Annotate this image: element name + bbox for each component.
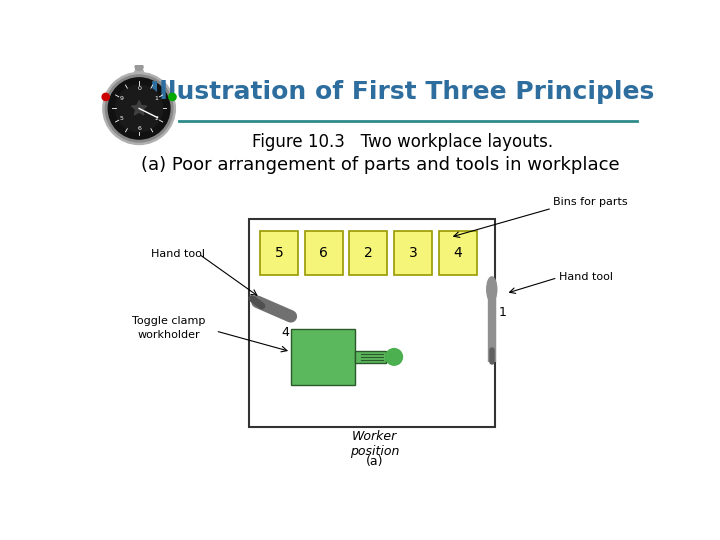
Bar [349, 231, 387, 275]
Bar [260, 231, 298, 275]
Text: 3: 3 [409, 246, 418, 260]
Text: 9: 9 [120, 96, 124, 101]
Ellipse shape [103, 72, 176, 145]
Ellipse shape [108, 78, 170, 139]
Bar [249, 219, 495, 427]
Ellipse shape [487, 277, 497, 302]
Text: 6: 6 [320, 246, 328, 260]
Text: Worker: Worker [352, 430, 397, 443]
Ellipse shape [386, 349, 402, 365]
Text: Hand tool: Hand tool [559, 272, 613, 282]
Text: (a) Poor arrangement of parts and tools in workplace: (a) Poor arrangement of parts and tools … [141, 156, 619, 173]
Bar [355, 350, 386, 363]
Text: 1: 1 [499, 306, 507, 319]
Text: position: position [350, 445, 400, 458]
Text: 2: 2 [364, 246, 373, 260]
Bar [291, 329, 355, 385]
Polygon shape [132, 100, 147, 115]
Text: Toggle clamp: Toggle clamp [132, 315, 205, 326]
Text: 4: 4 [282, 327, 289, 340]
Bar [394, 231, 432, 275]
Ellipse shape [105, 75, 173, 142]
Text: (a): (a) [366, 455, 383, 468]
Text: 4: 4 [454, 246, 462, 260]
Text: 5: 5 [275, 246, 284, 260]
Ellipse shape [135, 68, 143, 77]
Text: Figure 10.3   Two workplace layouts.: Figure 10.3 Two workplace layouts. [252, 133, 553, 151]
Ellipse shape [169, 93, 176, 100]
Text: 2: 2 [154, 116, 158, 121]
Text: 1: 1 [155, 96, 158, 101]
Text: workholder: workholder [138, 330, 200, 340]
Ellipse shape [115, 85, 163, 132]
Bar [305, 231, 343, 275]
Ellipse shape [135, 64, 143, 71]
Text: 5: 5 [120, 116, 124, 121]
Text: 0: 0 [138, 86, 141, 91]
Ellipse shape [102, 93, 109, 100]
Bar [438, 231, 477, 275]
Text: Bins for parts: Bins for parts [553, 197, 628, 207]
Text: Illustration of First Three Principles: Illustration of First Three Principles [150, 80, 654, 104]
Text: Hand tool: Hand tool [151, 249, 205, 259]
Text: 6: 6 [138, 126, 141, 131]
